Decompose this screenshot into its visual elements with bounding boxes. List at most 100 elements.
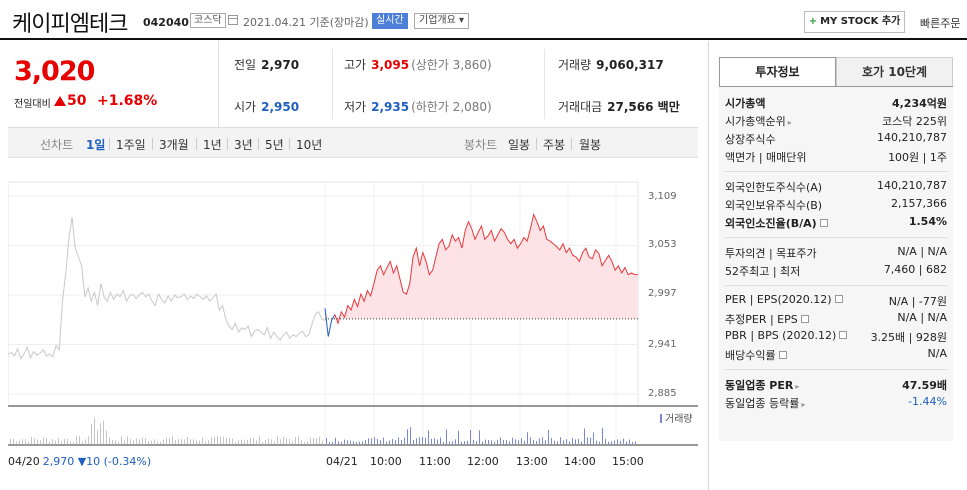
volume-bar [611,441,612,444]
volume-bar [539,438,540,444]
info-row[interactable]: 동일업종 등락률 ▸ -1.44% [725,393,947,411]
volume-bar [244,440,245,444]
amount-label: 거래대금 [558,100,603,114]
volume-bar [49,441,50,444]
help-icon[interactable] [800,315,809,323]
info-row[interactable]: 시가총액순위 ▸ 코스닥 225위 [725,111,947,129]
info-value: 47.59배 [902,379,947,392]
volume-bar [386,441,387,444]
help-icon[interactable] [834,295,843,303]
volume-bar [404,437,405,444]
volume-bar [184,439,185,444]
volume-bar [121,436,122,444]
volume-bar [545,440,546,444]
volume-bar [73,441,74,444]
help-icon[interactable] [819,219,828,227]
plus-icon: + [808,16,818,27]
tab-1year[interactable]: 1년 [203,138,222,152]
volume-bar [253,437,254,444]
info-key: 동일업종 PER ▸ [725,379,800,392]
volume-bar [166,437,167,444]
tab-1week[interactable]: 1주일 [116,138,146,152]
volume-bar [359,441,360,444]
prev-date: 04/20 [8,455,40,468]
info-value: 140,210,787 [877,179,947,192]
help-icon[interactable] [778,351,787,359]
volume-bar [431,438,432,444]
volume-bar [536,440,537,444]
volume-bar [109,437,110,444]
info-row[interactable]: PBR | BPS (2020.12) 3.25배 | 928원 [725,327,947,345]
volume-bar [88,436,89,444]
volume-bar [350,440,351,444]
tab-orderbook[interactable]: 호가 10단계 [836,57,953,87]
volume-bar [347,440,348,444]
x-tick-label: 15:00 [612,455,644,468]
info-row: 투자의견 | 목표주가 N/A | N/A [725,243,947,261]
volume-bar [569,441,570,444]
tab-1day[interactable]: 1일 [86,138,106,152]
volume-bar [635,441,636,444]
volume-bar [82,441,83,444]
tab-daily-candle[interactable]: 일봉 [508,138,531,152]
volume-bar [485,439,486,444]
tab-5years[interactable]: 5년 [265,138,284,152]
info-key: PER | EPS(2020.12) [725,293,843,306]
volume-legend: 거래량 [660,410,693,425]
info-row[interactable]: 배당수익률 N/A [725,345,947,363]
info-row[interactable]: 동일업종 PER ▸ 47.59배 [725,375,947,393]
tab-3months[interactable]: 3개월 [159,138,189,152]
volume-bar [178,439,179,444]
volume-bar [304,441,305,444]
volume-field: 거래량 9,060,317 [558,56,664,73]
volume-bar [524,440,525,444]
volume-bar [563,440,564,444]
volume-bar [572,437,573,444]
side-panel: 투자정보 호가 10단계 시가총액 4,234억원 시가총액순위 ▸ 코스닥 225위… [708,41,967,490]
volume-bar [106,430,107,444]
info-row[interactable]: 추정PER | EPS N/A | N/A [725,309,947,327]
tab-10years[interactable]: 10년 [296,138,323,152]
volume-bar [259,436,260,444]
volume-label: 거래량 [558,58,592,72]
company-overview-dropdown[interactable]: 기업개요 ▾ [414,13,469,29]
divider [152,138,153,150]
volume-bar [283,436,284,444]
open-field: 시가 2,950 [234,98,299,115]
volume-bar [344,439,345,444]
price-chart[interactable]: 3,109 3,053 2,997 2,941 2,885 거래량 04/20 2… [8,160,698,470]
volume-bar [28,441,29,444]
volume-bar [247,439,248,444]
volume-bar [241,439,242,444]
realtime-button[interactable]: 실시간 [372,13,408,29]
intraday-fill [325,214,638,319]
volume-bar [554,440,555,444]
volume-bar [533,439,534,444]
tab-monthly-candle[interactable]: 월봉 [579,138,602,152]
info-value: 1.54% [908,215,947,228]
volume-bar [10,439,11,444]
prev-compare-label: 전일대비 [14,99,51,110]
y-tick-label: 3,053 [648,239,677,250]
info-row[interactable]: 외국인소진율(B/A) 1.54% [725,213,947,231]
add-mystock-button[interactable]: + MY STOCK 추가 [804,11,905,33]
divider [109,138,110,150]
tab-weekly-candle[interactable]: 주봉 [543,138,566,152]
tab-invest-info[interactable]: 투자정보 [719,57,836,87]
price-summary: 3,020 전일대비 50 +1.68% 전일 2,970 고가 3,095 (상한가… [8,41,698,128]
info-value: -1.44% [908,395,947,408]
volume-bar [605,438,606,444]
tab-3years[interactable]: 3년 [234,138,253,152]
info-row[interactable]: PER | EPS(2020.12) N/A | -77원 [725,291,947,309]
volume-bar [434,438,435,444]
volume-bar [365,439,366,444]
volume-bar [25,438,26,444]
volume-bar [175,440,176,444]
info-key: 시가총액순위 ▸ [725,115,792,128]
volume-bar [142,437,143,444]
help-icon[interactable] [839,331,848,339]
volume-bar [464,441,465,444]
quick-order-link[interactable]: 빠른주문 [920,17,961,30]
volume-bar [383,437,384,444]
volume-bar [187,436,188,444]
